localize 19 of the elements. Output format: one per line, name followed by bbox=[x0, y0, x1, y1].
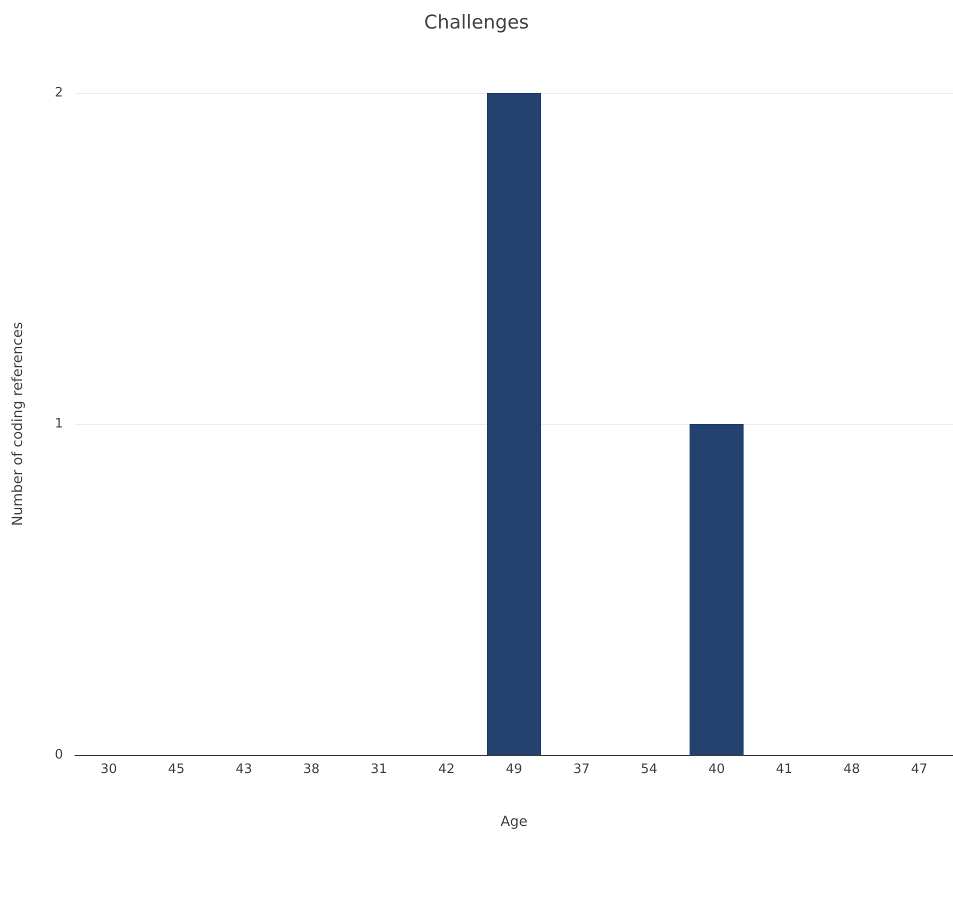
y-tick-label: 0 bbox=[54, 748, 63, 762]
y-axis-title: Number of coding references bbox=[10, 322, 26, 526]
x-tick-label: 42 bbox=[438, 762, 455, 777]
x-axis-title: Age bbox=[500, 814, 528, 830]
x-tick-label: 38 bbox=[303, 762, 320, 777]
x-tick-label: 30 bbox=[100, 762, 118, 777]
x-tick-label: 37 bbox=[573, 762, 590, 777]
x-tick-label: 45 bbox=[168, 762, 185, 777]
x-tick-label: 40 bbox=[708, 762, 725, 777]
chart-title: Challenges bbox=[424, 12, 529, 34]
x-tick-label: 49 bbox=[506, 762, 522, 777]
x-tick-label: 54 bbox=[640, 762, 658, 777]
x-tick-label: 41 bbox=[776, 762, 792, 777]
y-tick-label: 1 bbox=[54, 416, 63, 432]
x-tick-label: 47 bbox=[910, 762, 928, 777]
x-tick-label: 43 bbox=[236, 762, 252, 777]
x-tick-label: 31 bbox=[370, 762, 388, 777]
x-tick-label: 48 bbox=[843, 762, 860, 777]
y-tick-label: 2 bbox=[54, 86, 63, 100]
